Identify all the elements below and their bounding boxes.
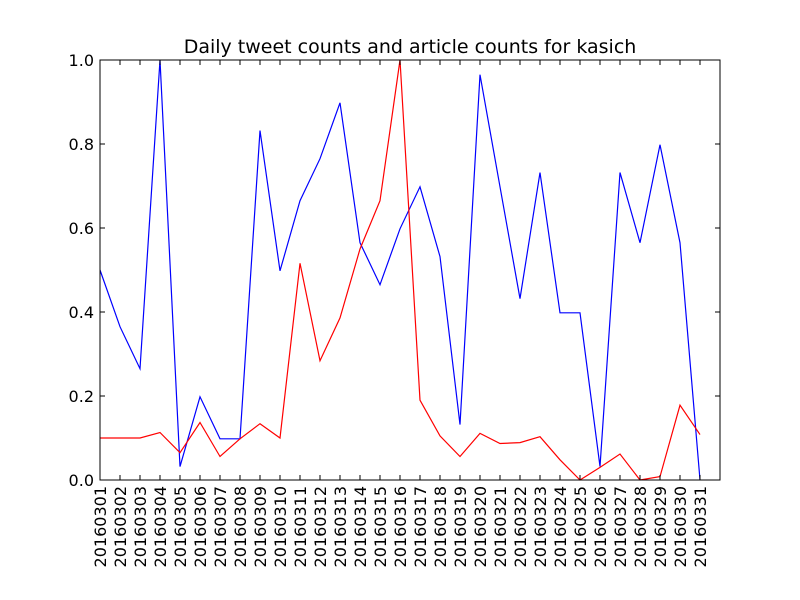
plot-area-frame (99, 59, 721, 481)
x-tick-label: 20160311 (291, 486, 310, 567)
y-tick-label: 0.0 (69, 471, 94, 490)
x-tick-label: 20160326 (591, 486, 610, 567)
x-tick-label: 20160312 (311, 486, 330, 567)
y-tick-label: 1.0 (69, 51, 94, 70)
x-tick-label: 20160315 (371, 486, 390, 567)
x-tick-label: 20160324 (551, 486, 570, 567)
x-tick-label: 20160320 (471, 486, 490, 567)
x-tick-label: 20160323 (531, 486, 550, 567)
y-tick-label: 0.4 (69, 303, 94, 322)
x-tick-label: 20160303 (131, 486, 150, 567)
x-tick-label: 20160302 (111, 486, 130, 567)
x-tick-label: 20160306 (191, 486, 210, 567)
x-tick-label: 20160308 (231, 486, 250, 567)
series-line-0 (99, 59, 701, 481)
y-tick-label: 0.2 (69, 387, 94, 406)
x-tick-label: 20160316 (391, 486, 410, 567)
x-tick-label: 20160301 (91, 486, 110, 567)
x-tick-label: 20160314 (351, 486, 370, 567)
x-tick-label: 20160330 (671, 486, 690, 567)
x-tick-label: 20160322 (511, 486, 530, 567)
x-tick-label: 20160331 (691, 486, 710, 567)
x-tick-label: 20160319 (451, 486, 470, 567)
x-tick-label: 20160328 (631, 486, 650, 567)
x-tick-label: 20160313 (331, 486, 350, 567)
chart-title: Daily tweet counts and article counts fo… (184, 36, 637, 58)
x-tick-label: 20160329 (651, 486, 670, 567)
x-tick-label: 20160317 (411, 486, 430, 567)
x-tick-label: 20160310 (271, 486, 290, 567)
series-line-1 (100, 59, 701, 481)
y-tick-label: 0.6 (69, 219, 94, 238)
x-tick-label: 20160305 (171, 486, 190, 567)
x-tick-label: 20160318 (431, 486, 450, 567)
x-tick-label: 20160304 (151, 486, 170, 567)
x-tick-label: 20160307 (211, 486, 230, 567)
series-group (99, 59, 701, 481)
x-tick-label: 20160325 (571, 486, 590, 567)
x-tick-label: 20160309 (251, 486, 270, 567)
x-tick-label: 20160327 (611, 486, 630, 567)
x-tick-label: 20160321 (491, 486, 510, 567)
y-axis: 0.0 0.2 0.4 0.6 0.8 1.0 (69, 51, 720, 490)
y-tick-label: 0.8 (69, 135, 94, 154)
x-axis: 20160301 20160302 20160303 20160304 20160305… (91, 60, 710, 567)
